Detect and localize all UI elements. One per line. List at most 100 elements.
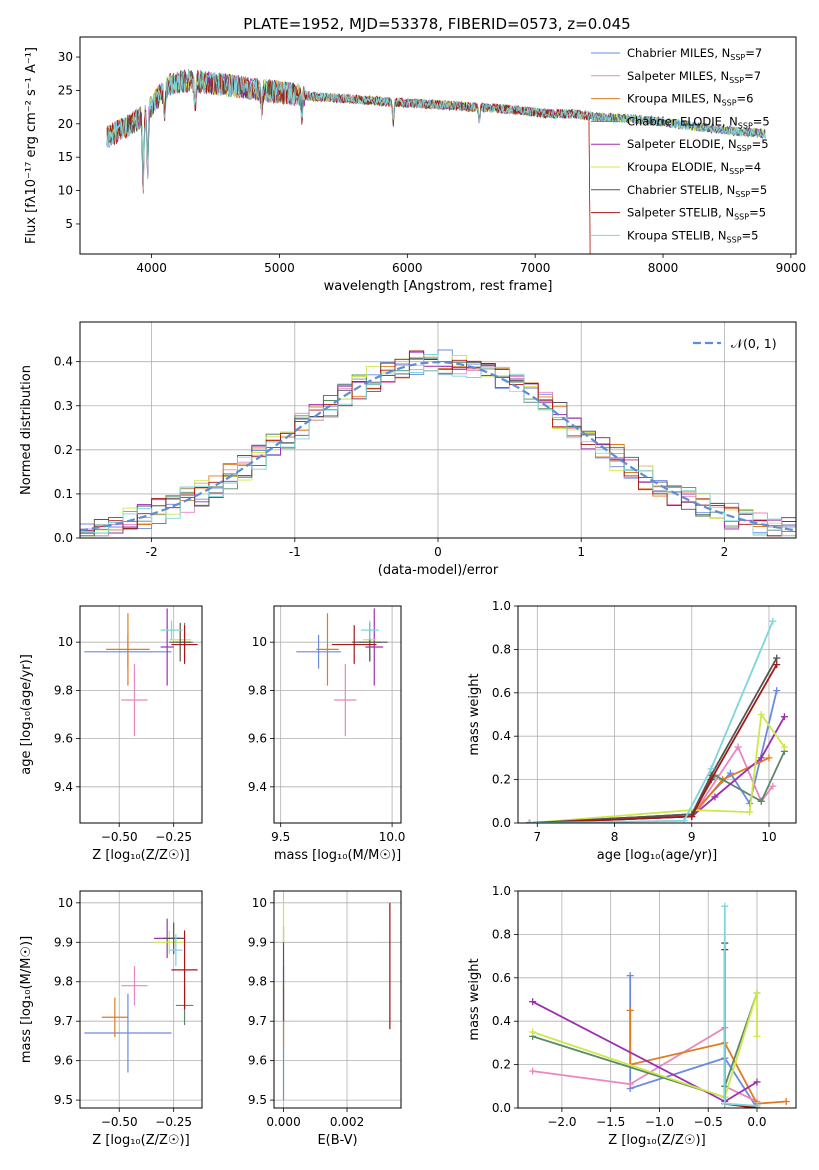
x-tick-label: 9 bbox=[688, 830, 696, 844]
x-tick-label: 0.000 bbox=[266, 1115, 300, 1129]
legend-label-chabrier-miles: Chabrier MILES, NSSP=7 bbox=[627, 46, 762, 62]
y-axis-label: Flux [fλ10⁻¹⁷ erg cm⁻² s⁻¹ A⁻¹] bbox=[24, 47, 39, 244]
weight-point-salpeter-elodie bbox=[780, 713, 788, 721]
weight-point-kroupa-stelib bbox=[721, 902, 729, 910]
axes-frame bbox=[517, 890, 797, 1109]
x-tick-label: 1 bbox=[577, 545, 585, 559]
plot-area bbox=[274, 606, 401, 823]
x-tick-label: 0.0 bbox=[747, 1115, 766, 1129]
y-axis-label: mass weight bbox=[467, 673, 482, 755]
weight-point-kroupa-stelib bbox=[707, 765, 715, 773]
weight-point-chabrier-stelib bbox=[773, 654, 781, 662]
weight-point-kroupa-miles bbox=[626, 1006, 634, 1014]
x-axis-label: age [log₁₀(age/yr)] bbox=[597, 848, 718, 863]
y-tick-label: 15 bbox=[58, 150, 73, 164]
weight-point-kroupa-miles bbox=[765, 754, 773, 762]
axes-weight_vs_Z: −2.0 −1.5 −1.0 −0.5 0.0 0.0 0.2 0.4 0.6 0.8 1.0 Z [… bbox=[467, 884, 797, 1148]
weight-point-salpeter-miles bbox=[529, 1067, 537, 1075]
weight-line-salpeter-stelib bbox=[529, 664, 778, 823]
y-tick-label: 0.6 bbox=[492, 686, 511, 700]
x-tick-label: 10 bbox=[761, 830, 776, 844]
y-tick-label: 20 bbox=[58, 117, 73, 131]
y-tick-label: 9.9 bbox=[248, 935, 267, 949]
y-tick-label: 1.0 bbox=[492, 599, 511, 613]
legend-label-chabrier-stelib: Chabrier STELIB, NSSP=5 bbox=[627, 183, 767, 199]
y-tick-label: 0.0 bbox=[492, 816, 511, 830]
axes-mass_vs_Z: −0.50 −0.25 9.5 9.6 9.7 9.8 9.9 10 Z [log₁₀(Z/Z☉… bbox=[19, 890, 203, 1148]
figure-title: PLATE=1952, MJD=53378, FIBERID=0573, z=0… bbox=[243, 15, 630, 33]
x-tick-label: 7000 bbox=[520, 261, 551, 275]
weight-point-kroupa-stelib bbox=[526, 819, 534, 823]
weight-point-kroupa-elodie bbox=[753, 989, 761, 997]
y-tick-label: 0.0 bbox=[492, 1101, 511, 1115]
legend-label-kroupa-elodie: Kroupa ELODIE, NSSP=4 bbox=[627, 160, 761, 176]
histogram-kroupa-stelib bbox=[80, 354, 796, 537]
legend-label-kroupa-stelib: Kroupa STELIB, NSSP=5 bbox=[627, 228, 758, 244]
weight-point-kroupa-stelib bbox=[680, 817, 688, 823]
x-tick-label: 10.0 bbox=[379, 830, 406, 844]
y-tick-label: 9.6 bbox=[54, 732, 73, 746]
weight-line-salpeter-elodie bbox=[529, 716, 786, 823]
y-tick-label: 0.8 bbox=[492, 927, 511, 941]
axes-frame bbox=[79, 36, 797, 255]
x-tick-label: 8 bbox=[611, 830, 619, 844]
weight-point-kroupa-stelib bbox=[721, 1100, 729, 1108]
x-tick-label: −0.50 bbox=[101, 830, 138, 844]
weight-point-salpeter-stelib bbox=[707, 776, 715, 784]
x-axis-label: mass [log₁₀(M/M☉)] bbox=[274, 848, 401, 863]
y-tick-label: 9.8 bbox=[54, 975, 73, 989]
weight-line-chabrier-stelib bbox=[529, 657, 778, 823]
y-tick-label: 0.0 bbox=[54, 531, 73, 545]
x-tick-label: −1.0 bbox=[645, 1115, 674, 1129]
y-tick-label: 5 bbox=[65, 217, 73, 231]
weight-point-salpeter-miles bbox=[734, 743, 742, 751]
x-axis-label: E(B-V) bbox=[317, 1133, 357, 1148]
y-axis-label: age [log₁₀(age/yr)] bbox=[19, 654, 34, 775]
plot-area bbox=[518, 891, 796, 1108]
weight-line-chabrier-elodie bbox=[532, 992, 758, 1099]
x-axis-label: Z [log₁₀(Z/Z☉)] bbox=[608, 1133, 705, 1148]
plot-area bbox=[80, 606, 202, 823]
y-tick-label: 10 bbox=[252, 896, 267, 910]
x-tick-label: 4000 bbox=[136, 261, 167, 275]
weight-point-chabrier-elodie bbox=[757, 797, 765, 805]
axes-age_vs_mass: 9.5 10.0 9.4 9.6 9.8 10 mass [log₁₀(M/M☉)] bbox=[248, 605, 406, 863]
y-tick-label: 10 bbox=[58, 184, 73, 198]
y-tick-label: 0.2 bbox=[492, 773, 511, 787]
legend-label-salpeter-elodie: Salpeter ELODIE, NSSP=5 bbox=[627, 137, 769, 153]
axes-age_vs_Z: −0.50 −0.25 9.4 9.6 9.8 10 Z [log₁₀(Z/Z☉)] age … bbox=[19, 605, 203, 863]
weight-point-kroupa-stelib bbox=[769, 617, 777, 625]
weight-point-chabrier-miles bbox=[773, 687, 781, 695]
axes-mass_vs_ebv: 0.000 0.002 9.5 9.6 9.7 9.8 9.9 10 E(B-V) bbox=[248, 890, 402, 1148]
y-tick-label: 9.6 bbox=[248, 1054, 267, 1068]
x-tick-label: 5000 bbox=[264, 261, 295, 275]
y-tick-label: 25 bbox=[58, 83, 73, 97]
y-tick-label: 9.8 bbox=[54, 683, 73, 697]
y-tick-label: 0.6 bbox=[492, 971, 511, 985]
y-axis-label: Normed distribution bbox=[19, 365, 34, 495]
y-tick-label: 0.4 bbox=[492, 729, 511, 743]
plot-area bbox=[106, 68, 766, 254]
x-tick-label: 8000 bbox=[648, 261, 679, 275]
plot-area bbox=[518, 606, 796, 823]
y-tick-label: 0.8 bbox=[492, 642, 511, 656]
weight-point-kroupa-elodie bbox=[753, 1032, 761, 1040]
legend-label-salpeter-stelib: Salpeter STELIB, NSSP=5 bbox=[627, 206, 766, 222]
y-tick-label: 30 bbox=[58, 50, 73, 64]
x-tick-label: 0 bbox=[434, 545, 442, 559]
x-tick-label: 7 bbox=[533, 830, 541, 844]
y-tick-label: 9.8 bbox=[248, 683, 267, 697]
axes-frame bbox=[517, 605, 797, 824]
legend-label-normal: 𝒩(0, 1) bbox=[731, 336, 777, 351]
y-tick-label: 0.2 bbox=[54, 443, 73, 457]
y-tick-label: 9.7 bbox=[54, 1014, 73, 1028]
x-tick-label: −2.0 bbox=[547, 1115, 576, 1129]
axes-frame bbox=[273, 605, 402, 824]
y-tick-label: 9.4 bbox=[248, 780, 267, 794]
y-tick-label: 9.6 bbox=[54, 1054, 73, 1068]
x-tick-label: 0.002 bbox=[330, 1115, 364, 1129]
x-axis-label: (data-model)/error bbox=[378, 563, 499, 578]
weight-point-salpeter-elodie bbox=[711, 793, 719, 801]
y-tick-label: 0.4 bbox=[54, 355, 73, 369]
weight-point-kroupa-miles bbox=[782, 1097, 790, 1105]
